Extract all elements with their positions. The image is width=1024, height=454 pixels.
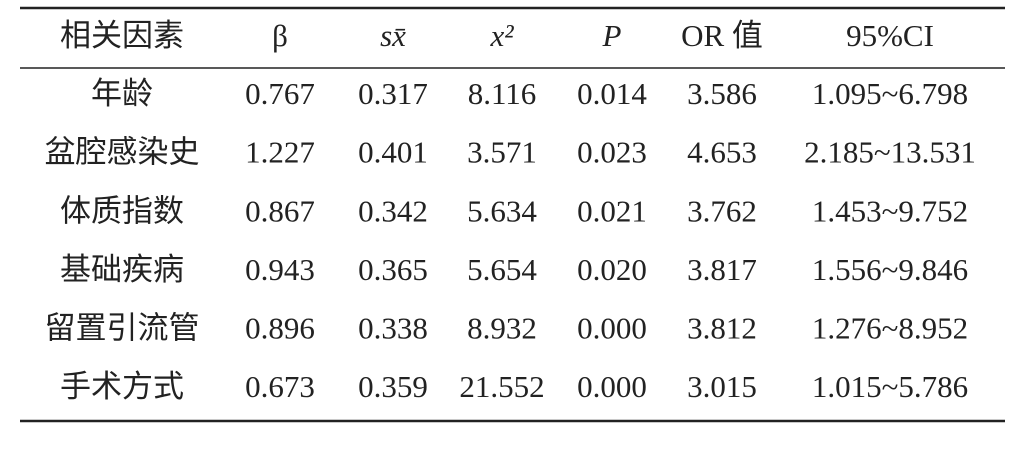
- cell: 5.654: [467, 252, 537, 287]
- cell: 0.896: [245, 311, 315, 346]
- cell: 0.767: [245, 76, 315, 111]
- row-label: 盆腔感染史: [45, 135, 200, 170]
- cell: 1.015~5.786: [812, 369, 968, 404]
- cell: 0.000: [577, 369, 647, 404]
- cell: 0.867: [245, 193, 315, 228]
- cell: 8.116: [468, 76, 537, 111]
- header-cell: sx̄: [380, 18, 406, 53]
- cell: 1.095~6.798: [812, 76, 968, 111]
- cell: 0.338: [358, 311, 428, 346]
- cell: 0.342: [358, 193, 428, 228]
- cell: 3.817: [687, 252, 757, 287]
- cell: 1.276~8.952: [812, 311, 968, 346]
- header-cell: OR 值: [681, 18, 763, 53]
- cell: 0.673: [245, 369, 315, 404]
- cell: 1.453~9.752: [812, 193, 968, 228]
- cell: 0.943: [245, 252, 315, 287]
- cell: 4.653: [687, 135, 757, 170]
- cell: 0.021: [577, 193, 647, 228]
- cell: 3.762: [687, 193, 757, 228]
- row-label: 留置引流管: [45, 311, 200, 346]
- header-cell: 95%CI: [846, 18, 934, 53]
- cell: 0.317: [358, 76, 428, 111]
- cell: 0.023: [577, 135, 647, 170]
- cell: 3.571: [467, 135, 537, 170]
- cell: 0.359: [358, 369, 428, 404]
- row-label: 基础疾病: [60, 252, 184, 287]
- cell: 3.812: [687, 311, 757, 346]
- cell: 0.000: [577, 311, 647, 346]
- header-cell: β: [272, 18, 288, 53]
- cell: 3.015: [687, 369, 757, 404]
- cell: 0.365: [358, 252, 428, 287]
- header-cell: x²: [489, 18, 514, 53]
- header-cell: 相关因素: [60, 18, 184, 53]
- cell: 5.634: [467, 193, 537, 228]
- row-label: 手术方式: [60, 369, 184, 404]
- cell: 1.227: [245, 135, 315, 170]
- cell: 21.552: [459, 369, 544, 404]
- cell: 3.586: [687, 76, 757, 111]
- cell: 2.185~13.531: [804, 135, 976, 170]
- row-label: 体质指数: [60, 193, 184, 228]
- cell: 1.556~9.846: [812, 252, 968, 287]
- cell: 0.014: [577, 76, 647, 111]
- cell: 8.932: [467, 311, 537, 346]
- row-label: 年龄: [91, 76, 153, 111]
- cell: 0.020: [577, 252, 647, 287]
- header-cell: P: [602, 18, 622, 53]
- cell: 0.401: [358, 135, 428, 170]
